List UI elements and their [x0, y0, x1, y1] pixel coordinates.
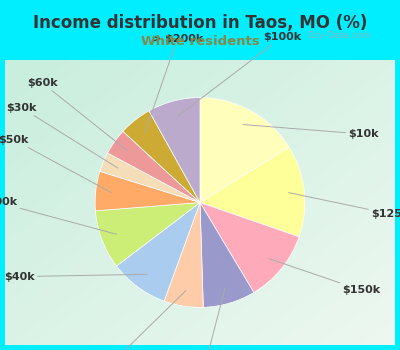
Wedge shape	[96, 203, 200, 266]
Text: $50k: $50k	[0, 135, 112, 192]
Wedge shape	[149, 98, 200, 203]
Wedge shape	[164, 203, 203, 307]
Wedge shape	[200, 147, 305, 237]
Wedge shape	[200, 203, 254, 307]
Wedge shape	[123, 111, 200, 203]
Text: $150k: $150k	[269, 259, 381, 295]
Text: White residents: White residents	[141, 35, 259, 48]
Wedge shape	[95, 172, 200, 211]
Text: > $200k: > $200k	[145, 35, 203, 132]
Wedge shape	[200, 203, 299, 293]
Wedge shape	[116, 203, 200, 301]
Text: $75k: $75k	[190, 288, 225, 350]
Text: City-Data.com: City-Data.com	[306, 32, 371, 41]
Wedge shape	[108, 131, 200, 203]
Wedge shape	[100, 153, 200, 203]
Text: Income distribution in Taos, MO (%): Income distribution in Taos, MO (%)	[33, 14, 367, 32]
Text: $10k: $10k	[243, 125, 379, 139]
Text: $40k: $40k	[4, 272, 147, 282]
Text: $60k: $60k	[27, 78, 127, 151]
Text: $100k: $100k	[178, 32, 301, 116]
Text: $30k: $30k	[7, 103, 118, 168]
Text: $200k: $200k	[0, 197, 117, 234]
Wedge shape	[200, 98, 289, 203]
Text: $20k: $20k	[101, 290, 186, 350]
Text: $125k: $125k	[288, 193, 400, 219]
